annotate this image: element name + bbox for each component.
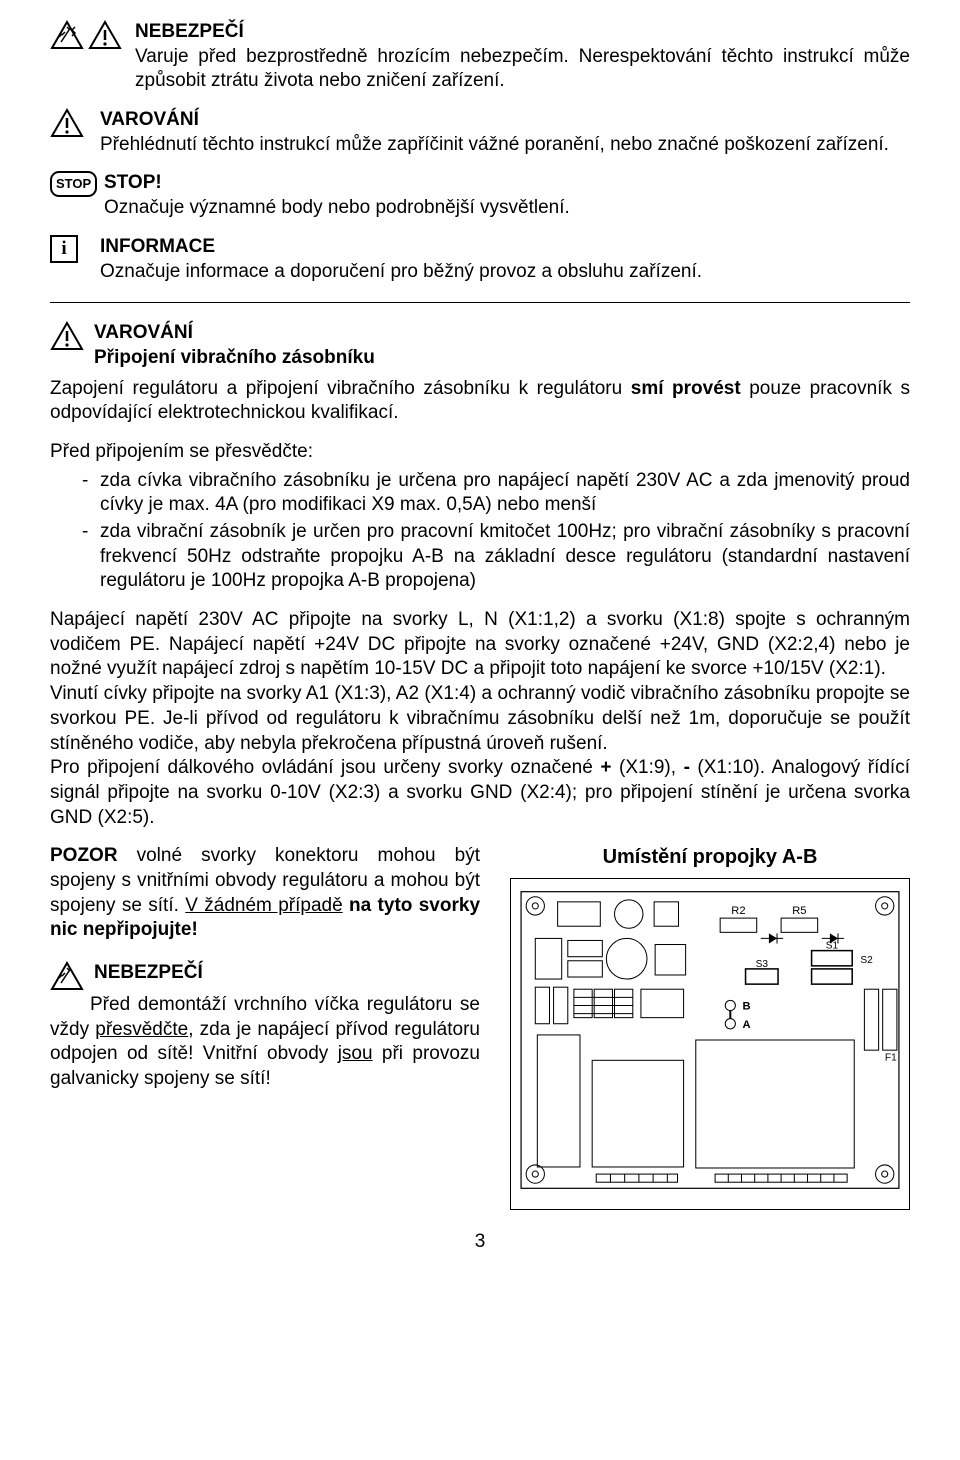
danger2-body: Před demontáží vrchního víčka regulátoru…	[50, 993, 480, 1092]
stop-icon-wrap: STOP	[50, 171, 94, 197]
svg-text:S1: S1	[826, 941, 839, 952]
pozor-para: POZOR volné svorky konektoru mohou být s…	[50, 844, 480, 943]
info-icon: i	[50, 235, 78, 263]
info-body: Označuje informace a doporučení pro běžn…	[100, 261, 702, 282]
danger-body: Varuje před bezprostředně hrozícím nebez…	[135, 46, 910, 92]
stop-heading: STOP!	[104, 172, 162, 193]
svg-text:S2: S2	[860, 955, 873, 966]
info-icon-wrap: i	[50, 235, 90, 263]
d2-u2: jsou	[338, 1043, 373, 1064]
warning-icon-wrap	[50, 108, 90, 146]
svg-text:R2: R2	[731, 905, 745, 917]
danger2-heading: NEBEZPEČÍ	[94, 962, 203, 983]
pozor-u1: V žádném případě	[185, 895, 342, 916]
warning-icon	[88, 20, 122, 50]
hazard-icon	[50, 20, 84, 50]
warning2-heading: VAROVÁNÍ	[94, 322, 193, 343]
warning1-heading: VAROVÁNÍ	[100, 109, 199, 130]
danger-heading: NEBEZPEČÍ	[135, 21, 244, 42]
svg-text:B: B	[743, 1001, 751, 1013]
pozor-b1: POZOR	[50, 845, 118, 866]
pcb-title: Umístění propojky A-B	[510, 844, 910, 870]
d2-u1: přesvědčte	[95, 1019, 188, 1040]
warning-icon	[50, 321, 84, 351]
svg-text:R5: R5	[792, 905, 806, 917]
p3-m1: (X1:9),	[611, 757, 683, 778]
p3-pre: Pro připojení dálkového ovládání jsou ur…	[50, 757, 600, 778]
danger-icon-group	[50, 20, 130, 50]
check-item-1: zda cívka vibračního zásobníku je určena…	[100, 469, 910, 518]
para-coil: Vinutí cívky připojte na svorky A1 (X1:3…	[50, 682, 910, 756]
svg-text:S3: S3	[756, 959, 769, 970]
pcb-diagram: R2 R5 S1	[510, 878, 910, 1210]
check-intro: Před připojením se přesvědčte:	[50, 440, 910, 465]
svg-text:A: A	[743, 1019, 751, 1031]
warning-icon	[50, 108, 84, 138]
para-supply: Napájecí napětí 230V AC připojte na svor…	[50, 608, 910, 682]
warning1-body: Přehlédnutí těchto instrukcí může zapříč…	[100, 134, 889, 155]
warning2-body-pre: Zapojení regulátoru a připojení vibrační…	[50, 378, 631, 399]
page-number: 3	[50, 1230, 910, 1255]
info-heading: INFORMACE	[100, 236, 215, 257]
separator	[50, 302, 910, 303]
stop-body: Označuje významné body nebo podrobnější …	[104, 197, 570, 218]
svg-text:F1: F1	[885, 1053, 897, 1064]
para-remote: Pro připojení dálkového ovládání jsou ur…	[50, 756, 910, 830]
stop-icon: STOP	[50, 171, 97, 197]
warning2-subtitle: Připojení vibračního zásobníku	[94, 347, 375, 368]
check-item-2: zda vibrační zásobník je určen pro praco…	[100, 520, 910, 594]
hazard-icon	[50, 961, 84, 991]
p3-b1: +	[600, 757, 611, 778]
warning2-body-bold: smí provést	[631, 378, 741, 399]
